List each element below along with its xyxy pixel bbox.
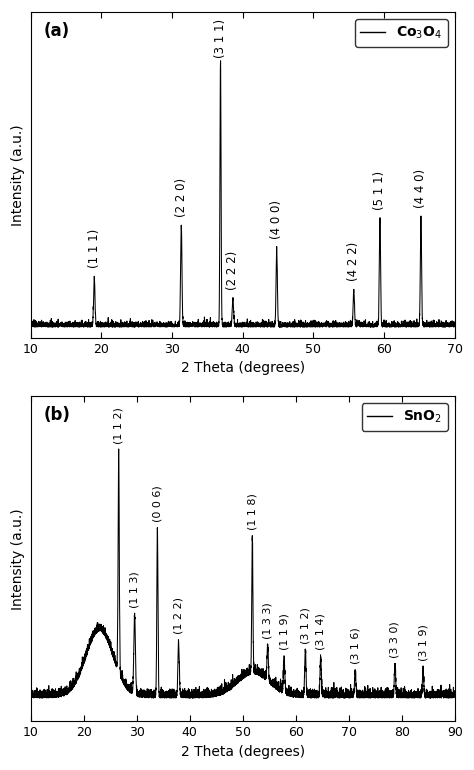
Text: (3 1 4): (3 1 4)	[316, 613, 326, 650]
Text: (3 1 6): (3 1 6)	[350, 628, 360, 665]
Text: (0 0 6): (0 0 6)	[153, 486, 163, 523]
Text: (5 1 1): (5 1 1)	[374, 171, 386, 209]
Text: (3 1 2): (3 1 2)	[301, 607, 310, 644]
Text: (1 1 2): (1 1 2)	[114, 407, 124, 444]
Text: (1 1 1): (1 1 1)	[88, 229, 101, 268]
Text: (1 1 8): (1 1 8)	[247, 494, 257, 531]
Y-axis label: Intensity (a.u.): Intensity (a.u.)	[11, 508, 25, 610]
Text: (1 1 3): (1 1 3)	[129, 571, 140, 608]
Text: (4 2 2): (4 2 2)	[347, 242, 360, 281]
Text: (1 1 9): (1 1 9)	[279, 614, 289, 651]
Text: (1 3 3): (1 3 3)	[263, 602, 273, 639]
X-axis label: 2 Theta (degrees): 2 Theta (degrees)	[181, 361, 305, 375]
Text: (2 2 0): (2 2 0)	[175, 178, 188, 217]
Text: (3 3 0): (3 3 0)	[390, 621, 400, 658]
X-axis label: 2 Theta (degrees): 2 Theta (degrees)	[181, 745, 305, 759]
Text: (4 0 0): (4 0 0)	[270, 199, 283, 239]
Legend: Co$_3$O$_4$: Co$_3$O$_4$	[355, 19, 448, 47]
Text: (2 2 2): (2 2 2)	[227, 250, 239, 290]
Text: (3 1 1): (3 1 1)	[214, 19, 227, 58]
Text: (b): (b)	[44, 406, 70, 424]
Legend: SnO$_2$: SnO$_2$	[362, 403, 448, 430]
Text: (a): (a)	[44, 22, 70, 40]
Text: (3 1 9): (3 1 9)	[418, 624, 428, 661]
Text: (1 2 2): (1 2 2)	[173, 598, 183, 634]
Y-axis label: Intensity (a.u.): Intensity (a.u.)	[11, 124, 25, 226]
Text: (4 4 0): (4 4 0)	[414, 169, 428, 208]
